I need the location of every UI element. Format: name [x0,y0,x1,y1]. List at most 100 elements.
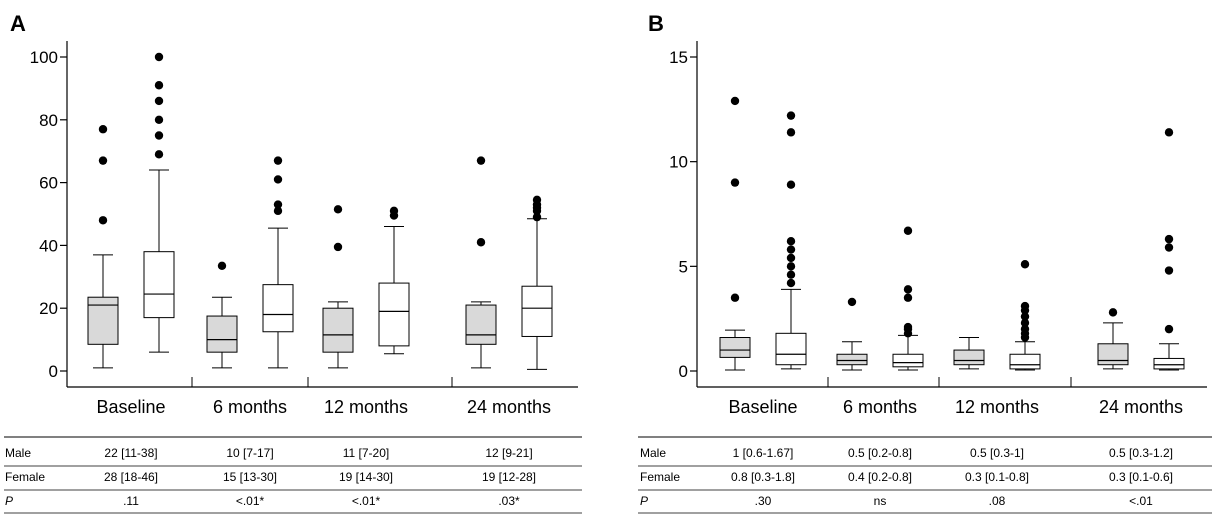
male-outlier-point [1108,308,1118,317]
female-outlier-point [786,262,796,271]
male-outlier-point [98,216,108,225]
table-cell: 22 [11-38] [104,446,157,460]
female-outlier-point [154,81,164,90]
y-tick-label: 40 [39,236,58,255]
y-tick-label: 60 [39,174,58,193]
table-cell: 15 [13-30] [223,470,277,484]
female-box [775,332,807,366]
female-outlier-point [154,96,164,106]
female-outlier-point [532,195,542,205]
table-cell: 12 [9-21] [485,446,532,460]
male-box [719,337,751,358]
table-row-label: P [640,494,648,508]
male-outlier-point [333,205,343,214]
female-outlier-point [389,206,399,216]
female-outlier-point [903,322,913,332]
table-cell: 0.5 [0.2-0.8] [848,446,912,460]
female-outlier-point [1020,318,1030,328]
table-cell: 0.5 [0.3-1] [970,446,1024,460]
male-outlier-point [730,96,740,106]
table-cell: .30 [755,494,772,508]
table-cell: 19 [14-30] [339,470,393,484]
category-label: 24 months [467,397,551,417]
female-box [262,284,294,333]
male-outlier-point [333,242,343,252]
table-row-label: P [5,494,13,508]
category-label: Baseline [96,397,165,417]
y-tick-label: 80 [39,111,58,130]
female-outlier-point [786,270,796,279]
table-cell: ns [874,494,887,508]
y-tick-label: 100 [30,48,58,67]
female-box [378,282,410,347]
y-tick-label: 15 [669,48,688,67]
male-outlier-point [730,178,740,187]
female-box [1009,353,1041,370]
table-cell: 1 [0.6-1.67] [733,446,794,460]
female-outlier-point [154,115,164,125]
table-cell: 0.3 [0.1-0.8] [965,470,1029,484]
category-label: 6 months [213,397,287,417]
panel-label: B [648,11,664,36]
female-box [521,285,553,337]
female-outlier-point [1164,128,1174,137]
table-cell: <.01 [1129,494,1153,508]
female-outlier-point [903,293,913,302]
male-outlier-point [98,125,108,134]
male-outlier-point [476,238,486,247]
female-box [143,251,175,319]
female-outlier-point [1020,324,1030,334]
male-outlier-point [476,156,486,165]
male-outlier-point [730,293,740,302]
table-row-label: Female [5,470,45,484]
table-cell: 0.5 [0.3-1.2] [1109,446,1173,460]
male-box [1097,343,1129,366]
table-cell: <.01* [236,494,265,508]
female-box [892,353,924,368]
female-outlier-point [273,175,283,184]
female-outlier-point [786,128,796,137]
female-outlier-point [1164,266,1174,275]
table-cell: 11 [7-20] [343,446,389,460]
female-box [1153,357,1185,370]
category-label: 12 months [324,397,408,417]
male-box [836,353,868,366]
female-outlier-point [1164,324,1174,334]
female-outlier-point [786,245,796,254]
table-cell: .08 [989,494,1006,508]
female-outlier-point [903,285,913,294]
table-cell: 10 [7-17] [226,446,273,460]
female-outlier-point [786,278,796,288]
male-box [953,349,985,366]
female-outlier-point [1020,260,1030,269]
female-outlier-point [1020,312,1030,321]
female-outlier-point [1020,301,1030,311]
table-cell: <.01* [352,494,381,508]
male-box [465,304,497,345]
male-box [87,296,119,345]
category-label: 6 months [843,397,917,417]
male-outlier-point [847,297,857,307]
female-outlier-point [154,131,164,140]
table-cell: .11 [123,494,139,508]
y-tick-label: 10 [669,153,688,172]
table-cell: 28 [18-46] [104,470,158,484]
female-outlier-point [786,111,796,120]
y-tick-label: 0 [679,362,688,381]
category-label: 12 months [955,397,1039,417]
female-outlier-point [903,226,913,235]
table-cell: 0.3 [0.1-0.6] [1109,470,1173,484]
male-box [322,307,354,353]
male-outlier-point [98,156,108,165]
table-cell: 19 [12-28] [482,470,536,484]
table-row-label: Male [5,446,31,460]
table-cell: 0.8 [0.3-1.8] [731,470,795,484]
female-outlier-point [786,237,796,246]
y-tick-label: 20 [39,299,58,318]
female-outlier-point [786,180,796,189]
y-tick-label: 0 [49,362,58,381]
table-cell: .03* [498,494,520,508]
female-outlier-point [1164,243,1174,252]
female-outlier-point [532,212,542,222]
